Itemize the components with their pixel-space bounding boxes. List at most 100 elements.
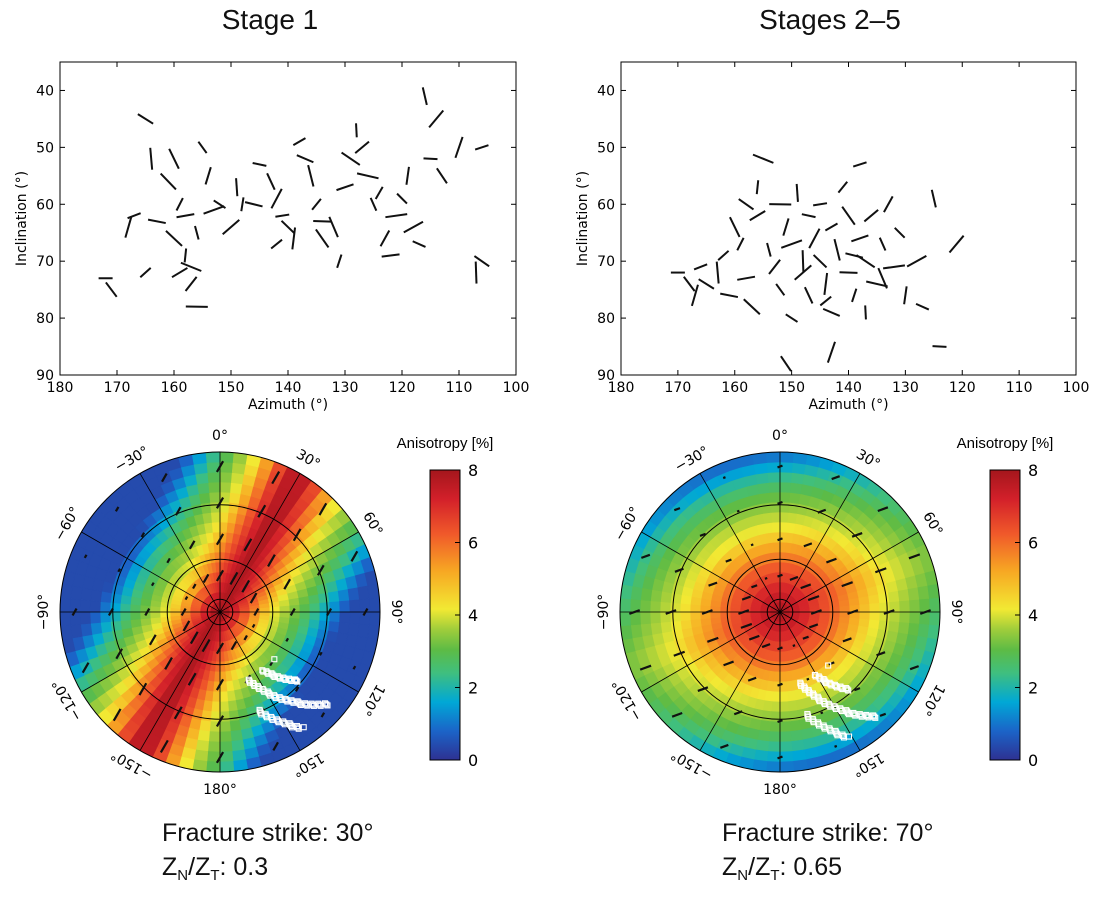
stage1-scatter-plot: 180 170 160 150 140 130 120 110 100 40 50 60 70 80 90 A… xyxy=(14,61,529,413)
anisotropy-cell xyxy=(205,531,215,544)
measurement-marker xyxy=(286,720,293,727)
colorbar-tick-label: 8 xyxy=(468,461,478,480)
fracture-dash xyxy=(184,595,189,601)
y-tick-label: 50 xyxy=(36,140,54,156)
fracture-dash xyxy=(723,660,734,667)
fracture-dash xyxy=(107,607,114,617)
colorbar-tick-label: 0 xyxy=(468,751,478,770)
measurement-marker xyxy=(323,701,330,708)
y-axis-label: Inclination (°) xyxy=(575,171,591,266)
anisotropy-cell xyxy=(899,611,911,624)
anisotropy-cell xyxy=(198,492,211,505)
y-tick-label: 60 xyxy=(597,197,615,213)
x-tick-label: 120 xyxy=(389,380,416,396)
anisotropy-cell xyxy=(659,601,671,613)
anisotropy-cell xyxy=(195,739,209,752)
fracture-dash xyxy=(748,634,760,641)
data-point-segment xyxy=(194,225,200,240)
measurement-marker xyxy=(863,711,870,719)
anisotropy-cell xyxy=(299,611,311,621)
anisotropy-cell xyxy=(779,501,790,513)
azimuth-label: 90° xyxy=(388,600,404,625)
anisotropy-cell xyxy=(897,622,910,635)
measurement-marker xyxy=(300,724,307,731)
data-point-segment xyxy=(213,199,227,209)
y-tick-label: 90 xyxy=(597,368,615,384)
data-point-segment xyxy=(354,140,370,154)
azimuth-label: 30° xyxy=(853,446,883,472)
fracture-dash xyxy=(285,637,290,642)
azimuth-label: 60° xyxy=(359,509,385,539)
data-point-segment xyxy=(436,167,448,184)
data-point-segment xyxy=(240,197,245,212)
stage1-caption: Fracture strike: 30° ZN/ZT: 0.3 xyxy=(162,816,373,893)
anisotropy-cell xyxy=(779,731,792,743)
fracture-dash xyxy=(802,635,809,640)
data-point-segment xyxy=(385,213,408,219)
fracture-dash xyxy=(180,607,187,617)
measurement-marker xyxy=(850,709,857,717)
anisotropy-cell xyxy=(764,522,774,534)
fracture-dash xyxy=(362,607,369,617)
fracture-dash xyxy=(800,583,812,590)
measurement-marker xyxy=(308,700,315,707)
anisotropy-cell xyxy=(308,594,320,605)
x-tick-label: 120 xyxy=(949,380,976,396)
anisotropy-cell xyxy=(787,700,798,712)
anisotropy-cell xyxy=(690,618,702,628)
anisotropy-cell xyxy=(207,471,221,483)
anisotropy-cell xyxy=(770,711,781,723)
data-point-segment xyxy=(851,234,869,243)
data-point-segment xyxy=(863,209,879,223)
x-tick-label: 110 xyxy=(446,380,473,396)
colorbar-tick-label: 4 xyxy=(468,606,478,625)
anisotropy-cell xyxy=(768,481,781,493)
azimuth-label: 0° xyxy=(212,428,228,444)
x-axis-label: Azimuth (°) xyxy=(808,397,888,413)
data-point-segment xyxy=(822,307,841,317)
stage1-zn-zt: ZN/ZT: 0.3 xyxy=(162,853,269,884)
fracture-dash xyxy=(628,609,641,615)
colorbar-tick-label: 2 xyxy=(1028,679,1038,698)
measurement-marker xyxy=(825,700,832,707)
fracture-dash xyxy=(243,634,248,641)
data-point-segment xyxy=(864,305,867,320)
fracture-dash xyxy=(909,665,920,671)
measurement-marker xyxy=(293,677,300,684)
anisotropy-cell xyxy=(288,597,301,607)
fracture-dash xyxy=(828,661,835,666)
data-point-segment xyxy=(698,278,715,290)
stages2-5-title: Stages 2–5 xyxy=(759,4,901,35)
data-point-segment xyxy=(720,292,739,299)
data-point-segment xyxy=(270,188,283,209)
anisotropy-cell xyxy=(200,502,212,514)
measurement-marker xyxy=(844,686,851,693)
anisotropy-cell xyxy=(785,680,795,693)
colorbar-title: Anisotropy [%] xyxy=(957,435,1054,452)
data-point-segment xyxy=(903,286,908,305)
fracture-dash xyxy=(150,582,155,587)
anisotropy-cell xyxy=(779,721,791,733)
colorbar-tick-label: 6 xyxy=(468,534,478,553)
fracture-dash xyxy=(761,643,771,649)
data-point-segment xyxy=(823,272,829,295)
anisotropy-cell xyxy=(210,511,221,523)
colorbar-tick-label: 8 xyxy=(1028,461,1038,480)
anisotropy-cell xyxy=(779,511,790,523)
measurement-marker xyxy=(288,697,295,704)
measurement-marker xyxy=(262,711,269,718)
anisotropy-cell xyxy=(680,619,692,630)
data-point-segment xyxy=(841,206,856,226)
measurement-marker xyxy=(857,712,864,719)
fracture-dash xyxy=(251,623,256,629)
anisotropy-cell xyxy=(771,691,781,703)
measurement-marker xyxy=(840,732,847,740)
anisotropy-cell xyxy=(779,471,793,483)
anisotropy-cell xyxy=(229,719,242,732)
anisotropy-cell xyxy=(909,611,921,625)
fracture-dash xyxy=(673,650,686,657)
anisotropy-cell xyxy=(907,587,920,601)
fracture-dash xyxy=(777,719,783,724)
measurement-marker xyxy=(843,707,850,714)
stages2-5-anisotropy-polar-map: 0°30°60°90°120°150°180°−150°−120°−90°−60… xyxy=(596,428,964,798)
